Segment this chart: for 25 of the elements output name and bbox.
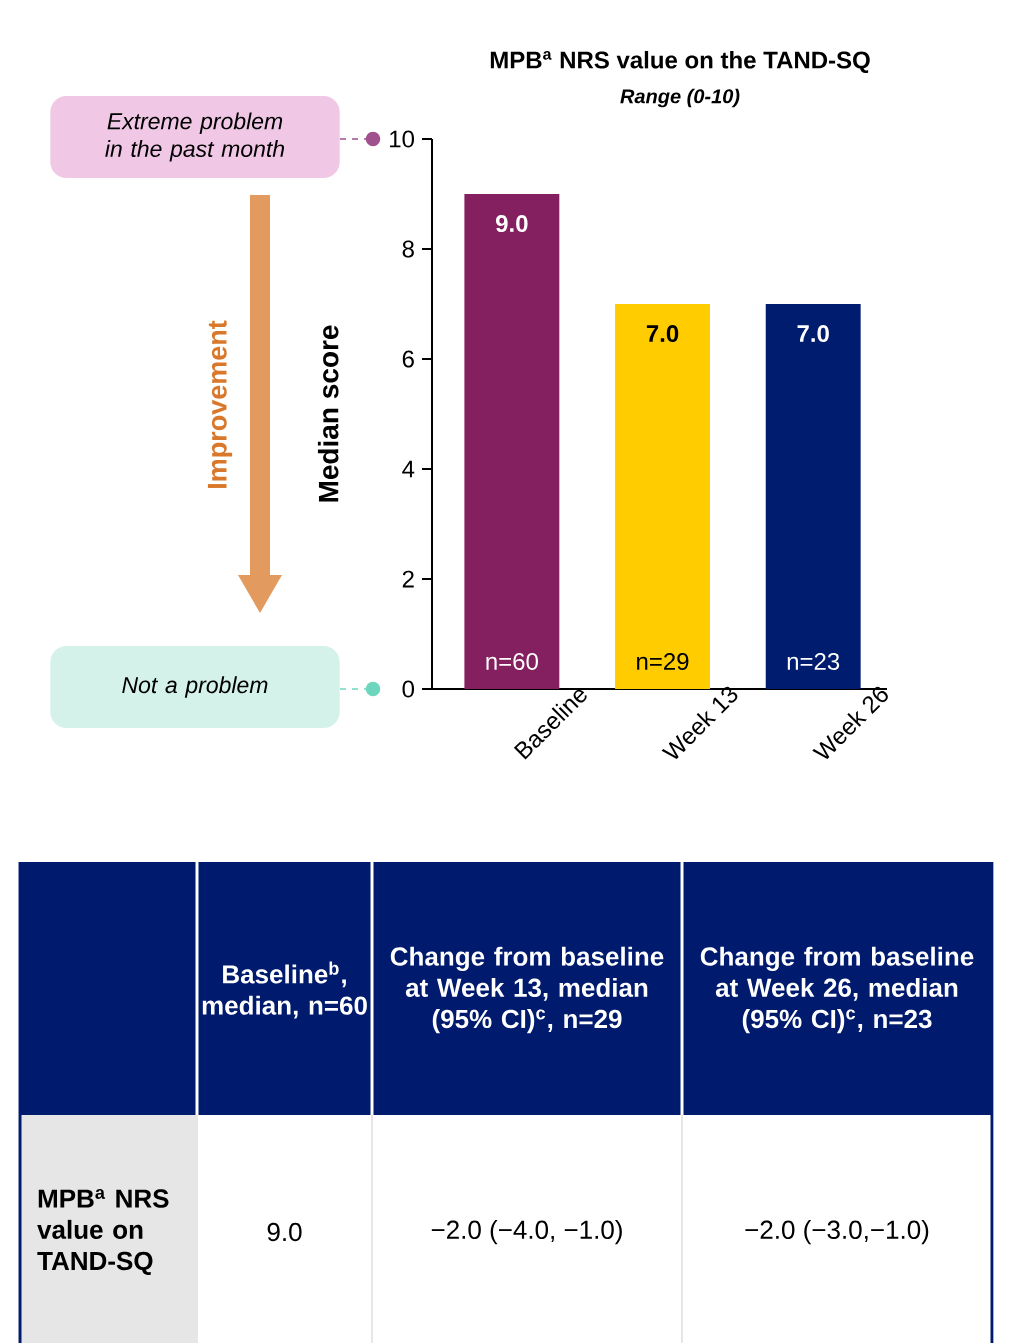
annotation: n=23 <box>787 652 840 670</box>
chart-title: MPB$^{a}$ NRS value on the TAND-SQ <box>490 50 870 74</box>
y-tick-label: 6 <box>402 350 414 368</box>
y-tick-label: 0 <box>402 680 415 698</box>
text: Change from baseline at Week 13, median (95% CI)$^{c}$, n=29 <box>390 946 664 1034</box>
text: Change from baseline at Week 26, median (95% CI)$^{c}$, n=23 <box>700 946 974 1034</box>
data-label: 9.0 <box>496 215 528 233</box>
chart-subtitle: Range (0-10) <box>620 88 740 108</box>
annotation: n=60 <box>486 652 538 670</box>
text: −2.0 (−4.0, −1.0) <box>431 1219 622 1245</box>
text: Improvement <box>207 320 233 488</box>
text: Not a problem <box>122 676 268 698</box>
y-tick-label: 4 <box>402 460 415 478</box>
y-axis-title: Median score <box>317 325 339 502</box>
annotation: n=29 <box>637 652 689 670</box>
y-tick-label: 8 <box>402 240 414 258</box>
y-tick-label: 10 <box>390 130 415 148</box>
text: 9.0 <box>267 1222 302 1242</box>
text: Extreme problem in the past month <box>105 112 285 162</box>
data-label: 7.0 <box>797 325 829 343</box>
y-tick-label: 2 <box>402 570 414 588</box>
data-label: 7.0 <box>646 325 679 343</box>
text: MPB$^{a}$ NRS value on TAND-SQ <box>37 1189 169 1276</box>
text: −2.0 (−3.0,−1.0) <box>745 1219 929 1245</box>
text: Baseline$^{b}$, median, n=60 <box>202 961 367 1019</box>
